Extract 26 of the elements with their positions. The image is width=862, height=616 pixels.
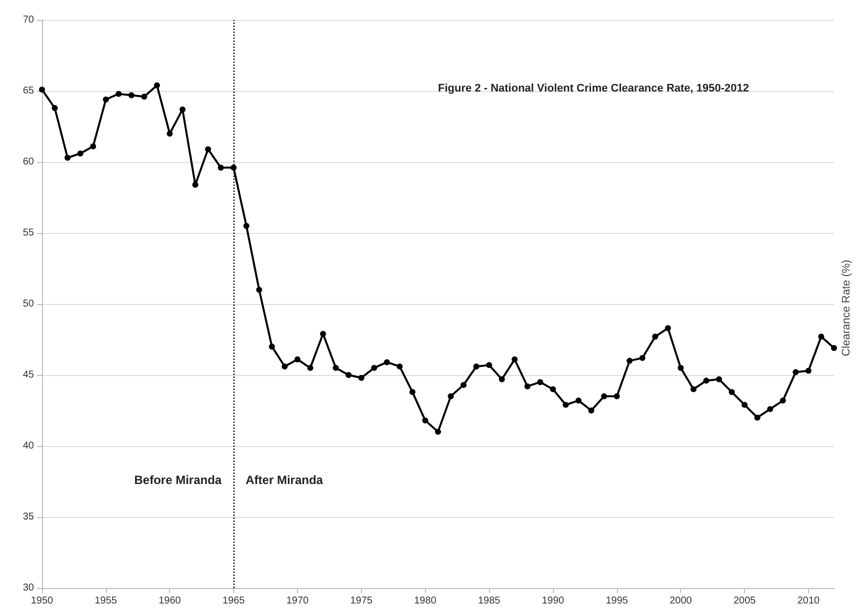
x-tick-label: 1950: [30, 596, 54, 606]
text: Figure 2 - National Violent Crime Clearance Rate, 1950-2012: [438, 82, 750, 94]
x-tick-label: 1985: [478, 596, 501, 606]
annotation: After Miranda: [246, 473, 324, 488]
x-tick-label: 1975: [350, 596, 373, 606]
y-tick-label: 65: [22, 86, 34, 96]
x-tick-label: 1960: [158, 596, 182, 606]
y-tick-label: 60: [22, 156, 34, 168]
x-tick-label: 1955: [94, 596, 118, 606]
y-tick-label: 40: [22, 440, 34, 452]
x-tick-label: 1990: [542, 596, 565, 606]
x-tick-label: 1980: [414, 596, 437, 606]
y-tick-label: 35: [22, 512, 34, 522]
y-tick-label: 45: [22, 370, 34, 380]
y-tick-label: 55: [22, 228, 34, 238]
y-tick-label: 70: [22, 14, 34, 26]
x-tick-label: 1970: [286, 596, 310, 606]
y-tick-label: 30: [22, 582, 34, 594]
y-axis-title: Clearance Rate (%): [840, 260, 852, 356]
x-tick-label: 2000: [670, 596, 692, 606]
x-tick-label: 1995: [606, 596, 628, 606]
annotation: Before Miranda: [134, 473, 222, 488]
y-tick-label: 50: [22, 298, 34, 310]
x-tick-label: 2005: [733, 596, 756, 606]
x-tick-label: 2010: [797, 596, 820, 606]
x-tick-label: 1965: [222, 596, 246, 606]
